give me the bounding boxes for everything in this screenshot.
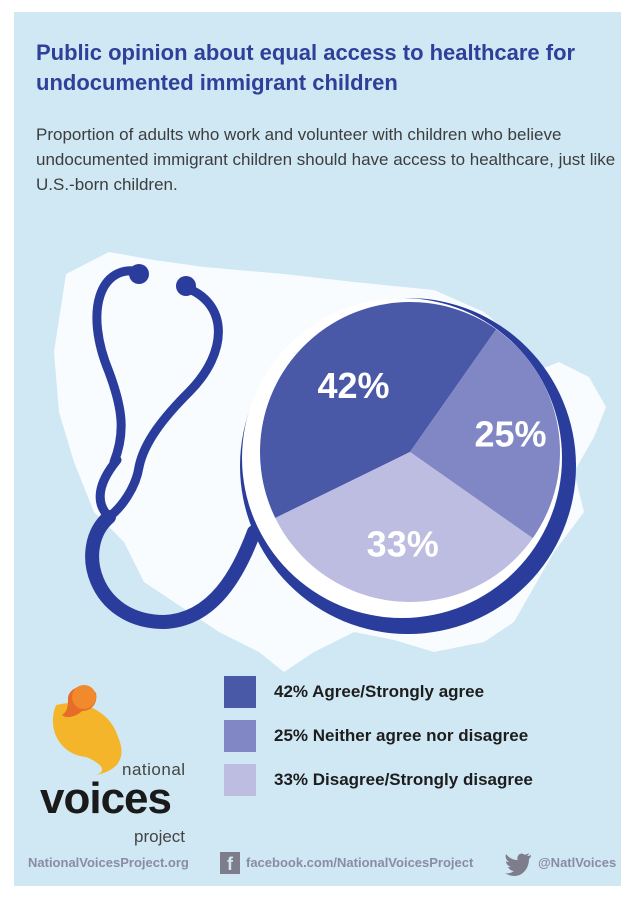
legend-label-neither: 25% Neither agree nor disagree <box>274 726 529 745</box>
pie-label-agree: 42% <box>317 365 389 406</box>
chart-title: Public opinion about equal access to hea… <box>36 40 576 95</box>
infographic-panel: Public opinion about equal access to hea… <box>14 12 621 886</box>
stethoscope-icon <box>85 264 261 630</box>
facebook-icon[interactable]: f <box>220 852 240 874</box>
legend-item-disagree: 33% Disagree/Strongly disagree <box>224 758 533 802</box>
legend-swatch-neither <box>224 720 256 752</box>
chart-subtitle: Proportion of adults who work and volunt… <box>36 125 616 194</box>
logo-word-national: national <box>122 760 186 779</box>
legend-item-neither: 25% Neither agree nor disagree <box>224 714 533 758</box>
footer: NationalVoicesProject.org f facebook.com… <box>14 850 621 880</box>
legend-label-agree: 42% Agree/Strongly agree <box>274 682 485 701</box>
pie-slice-agree <box>260 302 497 518</box>
legend-swatch-agree <box>224 676 256 708</box>
national-voices-project-logo: national voices project <box>26 675 206 846</box>
facebook-link[interactable]: facebook.com/NationalVoicesProject <box>246 855 474 870</box>
pie-chart: 42% 25% 33% <box>85 264 576 634</box>
legend-item-agree: 42% Agree/Strongly agree <box>224 670 533 714</box>
twitter-handle[interactable]: @NatlVoices <box>538 855 617 870</box>
twitter-icon[interactable] <box>504 852 532 876</box>
pie-label-neither: 25% <box>474 413 546 454</box>
pie-slice-neither <box>410 329 560 539</box>
logo-word-project: project <box>134 827 186 846</box>
chart-legend: 42% Agree/Strongly agree 25% Neither agr… <box>224 670 533 802</box>
website-link[interactable]: NationalVoicesProject.org <box>28 855 189 870</box>
legend-label-disagree: 33% Disagree/Strongly disagree <box>274 770 533 789</box>
logo-word-voices: voices <box>40 774 172 823</box>
speech-bubbles-icon <box>52 685 122 775</box>
pie-label-disagree: 33% <box>367 524 439 565</box>
pie-slice-disagree <box>275 452 533 602</box>
legend-swatch-disagree <box>224 764 256 796</box>
